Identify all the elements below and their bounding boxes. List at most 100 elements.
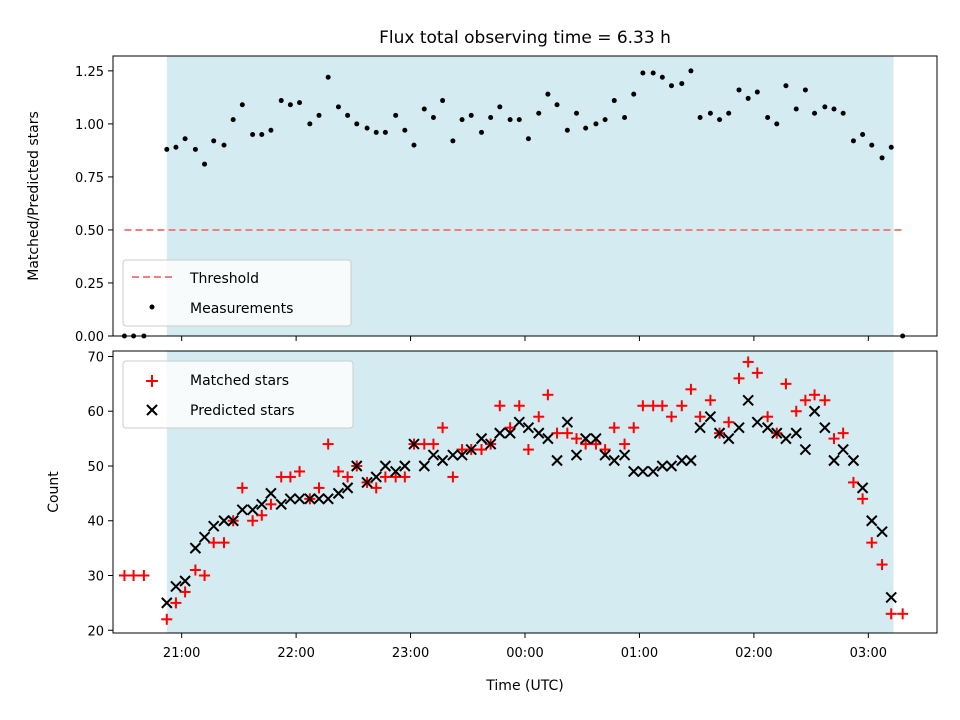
predicted-star-point — [885, 591, 897, 604]
predicted-star-point — [533, 427, 545, 439]
measurement-point — [221, 142, 227, 148]
predicted-star-point — [808, 405, 821, 417]
matched-star-point — [685, 383, 697, 395]
predicted-star-point — [484, 438, 497, 450]
predicted-star-point — [579, 432, 592, 445]
predicted-star-point — [751, 416, 764, 428]
predicted-star-point — [322, 493, 334, 505]
x-tick-label: 00:00 — [506, 646, 543, 661]
measurement-point — [707, 110, 713, 116]
predicted-star-point — [876, 525, 888, 538]
matched-star-point — [599, 444, 611, 456]
measurement-point — [754, 89, 760, 95]
matched-star-point — [590, 438, 602, 450]
matched-star-point — [819, 394, 831, 406]
top-y-ticks: 0.00 0.25 0.50 0.75 1.00 1.25 — [75, 65, 113, 345]
predicted-star-point — [780, 432, 792, 445]
matched-star-point — [138, 570, 150, 582]
measurement-point — [307, 121, 313, 127]
predicted-star-point — [713, 427, 726, 439]
measurement-point — [640, 70, 646, 76]
measurement-point — [869, 142, 875, 148]
predicted-star-point — [676, 454, 688, 467]
matched-star-point — [542, 389, 554, 401]
matched-star-point — [179, 586, 191, 598]
matched-star-point — [370, 482, 382, 494]
predicted-star-point — [161, 597, 173, 609]
predicted-star-point — [265, 487, 277, 500]
predicted-star-point — [170, 580, 182, 593]
matched-star-point — [447, 471, 459, 483]
predicted-star-point — [608, 454, 620, 467]
predicted-star-point — [799, 443, 812, 456]
measurement-point — [736, 87, 742, 93]
matched-star-point — [170, 597, 182, 609]
matched-star-point — [799, 394, 811, 406]
measurement-point — [879, 155, 885, 161]
bottom-y-axis-label: Count — [46, 471, 62, 513]
matched-star-point — [704, 394, 716, 406]
predicted-star-point — [656, 460, 669, 472]
measurement-point — [831, 106, 837, 112]
matched-star-point — [199, 570, 211, 582]
measurement-point — [650, 70, 656, 76]
measurement-point — [411, 142, 417, 148]
measurement-point — [602, 117, 608, 123]
predicted-star-point — [665, 460, 678, 472]
predicted-star-point — [379, 460, 392, 472]
matched-star-point — [513, 400, 525, 412]
x-tick-label: 23:00 — [392, 646, 429, 661]
measurement-point — [850, 138, 856, 144]
predicted-star-point — [647, 465, 659, 478]
matched-star-point — [522, 444, 534, 456]
measurement-point — [164, 146, 170, 152]
predicted-star-point — [370, 471, 382, 483]
predicted-star-point — [179, 575, 191, 587]
measurement-point — [430, 115, 436, 121]
matched-star-point — [628, 422, 640, 434]
measurement-point — [793, 106, 799, 112]
predicted-star-point — [819, 421, 831, 434]
y-tick-label: 1.25 — [75, 65, 104, 80]
predicted-star-point — [561, 416, 574, 428]
predicted-star-point — [771, 427, 783, 439]
measurement-point — [812, 110, 818, 116]
top-x-ticks — [181, 336, 869, 341]
measurement-point — [765, 115, 771, 121]
matched-star-point — [723, 416, 735, 428]
predicted-star-point — [551, 454, 563, 467]
legend-measurements-swatch — [149, 304, 155, 310]
predicted-star-point — [504, 427, 516, 439]
matched-star-point — [809, 389, 821, 401]
y-tick-label: 0.25 — [75, 277, 104, 292]
y-tick-label: 1.00 — [75, 118, 104, 133]
predicted-star-point — [447, 449, 459, 461]
measurement-point — [421, 106, 427, 112]
measurement-point — [574, 110, 579, 116]
predicted-star-point — [436, 454, 449, 467]
legend-threshold-label: Threshold — [189, 271, 259, 287]
matched-star-point — [857, 493, 869, 505]
predicted-star-point — [399, 460, 411, 472]
measurement-points — [121, 68, 906, 339]
matched-star-point — [742, 356, 754, 368]
matched-star-point — [256, 509, 268, 521]
measurement-point — [202, 161, 208, 167]
predicted-star-point — [742, 394, 754, 406]
top-legend: Threshold Measurements — [122, 259, 352, 327]
measurement-point — [545, 91, 551, 97]
y-tick-label: 0.00 — [75, 330, 104, 345]
y-tick-label: 0.50 — [75, 224, 104, 239]
measurement-point — [726, 110, 732, 116]
matched-star-point — [161, 613, 173, 625]
predicted-star-point — [761, 421, 774, 434]
x-tick-label: 01:00 — [621, 646, 658, 661]
measurement-point — [888, 144, 894, 150]
matched-star-point — [561, 427, 573, 439]
measurement-point — [250, 131, 256, 137]
measurement-point — [516, 117, 522, 123]
predicted-star-point — [694, 421, 706, 434]
measurement-point — [668, 83, 674, 89]
matched-star-point — [828, 433, 840, 445]
